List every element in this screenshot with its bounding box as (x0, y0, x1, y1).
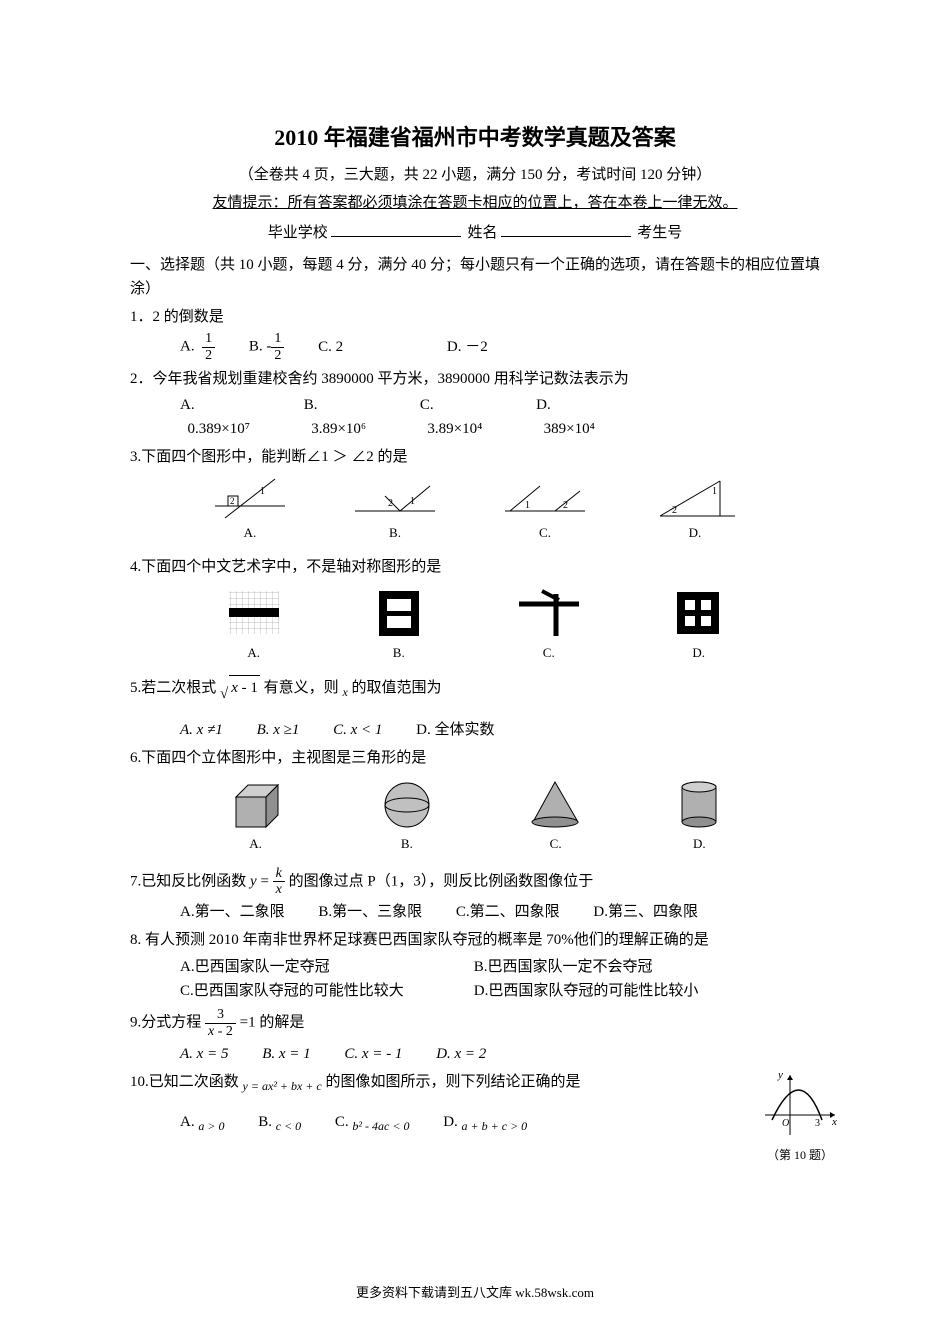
svg-text:O: O (782, 1118, 789, 1129)
q6-figures: A. B. C. D. (130, 772, 820, 860)
name-label: 姓名 (467, 225, 497, 241)
q8-d: D.巴西国家队夺冠的可能性比较小 (474, 979, 699, 1003)
q10-b: B. c < 0 (258, 1110, 301, 1136)
q4-figures: A. B. C. D. (130, 581, 820, 669)
hint-line: 友情提示：所有答案都必须填涂在答题卡相应的位置上，答在本卷上一律无效。 (130, 191, 820, 215)
q8-text: 8. 有人预测 2010 年南非世界杯足球赛巴西国家队夺冠的概率是 70%他们的… (130, 928, 820, 952)
q9-text: 9.分式方程 3x - 2 =1 的解是 (130, 1007, 820, 1039)
q4-fig-b (371, 586, 426, 641)
student-info: 毕业学校 姓名 考生号 (130, 221, 820, 245)
q2-b: B. 3.89×10⁶ (304, 393, 366, 441)
q4-fig-a (224, 586, 284, 641)
q1-b: B. -12 (249, 331, 285, 363)
q10-options: A. a > 0 B. c < 0 C. b² - 4ac < 0 D. a +… (130, 1110, 820, 1136)
q8-c: C.巴西国家队夺冠的可能性比较大 (180, 979, 440, 1003)
name-blank (501, 236, 631, 237)
q6-fig-d (674, 777, 724, 832)
q1-c: C. 2 (318, 335, 343, 359)
q6-fig-a (226, 777, 286, 832)
school-label: 毕业学校 (268, 225, 328, 241)
q7-d: D.第三、四象限 (593, 900, 698, 924)
q9-c: C. x = - 1 (344, 1042, 402, 1066)
q2-options: A. 0.389×10⁷ B. 3.89×10⁶ C. 3.89×10⁴ D. … (130, 393, 820, 441)
school-blank (331, 236, 461, 237)
q3-fig-a: 12 (210, 476, 290, 521)
q1-options: A. 12 B. -12 C. 2 D. －2 (130, 331, 820, 363)
q6-fig-c (528, 777, 583, 832)
q5-d: D. 全体实数 (416, 718, 494, 742)
q4-fig-d (671, 586, 726, 641)
q2-a: A. 0.389×10⁷ (180, 393, 250, 441)
svg-text:2: 2 (672, 505, 677, 516)
q10-text: 10.已知二次函数 y = ax² + bx + c 的图像如图所示，则下列结论… (130, 1070, 820, 1096)
svg-text:3: 3 (815, 1118, 820, 1129)
svg-text:1: 1 (712, 486, 717, 497)
page-title: 2010 年福建省福州市中考数学真题及答案 (130, 120, 820, 155)
q3-text: 3.下面四个图形中，能判断∠1 ＞ ∠2 的是 (130, 445, 820, 469)
q3-fig-b: 21 (350, 476, 440, 521)
q2-d: D. 389×10⁴ (536, 393, 595, 441)
svg-text:2: 2 (388, 498, 393, 509)
q2-text: 2．今年我省规划重建校舍约 3890000 平方米，3890000 用科学记数法… (130, 367, 820, 391)
q7-options: A.第一、二象限 B.第一、三象限 C.第二、四象限 D.第三、四象限 (130, 900, 820, 925)
svg-text:y: y (777, 1070, 783, 1081)
q3-fig-c: 12 (500, 476, 590, 521)
q9-options: A. x = 5 B. x = 1 C. x = - 1 D. x = 2 (130, 1041, 820, 1066)
q1-d: D. －2 (447, 335, 488, 359)
q6-text: 6.下面四个立体图形中，主视图是三角形的是 (130, 746, 820, 770)
q10-d: D. a + b + c > 0 (443, 1110, 527, 1136)
section-1-header: 一、选择题（共 10 小题，每题 4 分，满分 40 分；每小题只有一个正确的选… (130, 253, 820, 301)
x-var: x (342, 685, 347, 699)
svg-text:1: 1 (525, 500, 530, 511)
svg-text:x: x (831, 1116, 837, 1128)
q5-options: A. x ≠1 B. x ≥1 C. x < 1 D. 全体实数 (130, 718, 820, 743)
q3-fig-d: 12 (650, 476, 740, 521)
q8-options: A.巴西国家队一定夺冠 B.巴西国家队一定不会夺冠 C.巴西国家队夺冠的可能性比… (130, 954, 820, 1003)
q8-a: A.巴西国家队一定夺冠 (180, 955, 440, 979)
q7-b: B.第一、三象限 (318, 900, 422, 924)
q9-d: D. x = 2 (436, 1042, 486, 1066)
q7-c: C.第二、四象限 (456, 900, 560, 924)
q7-a: A.第一、二象限 (180, 900, 285, 924)
q1-text: 1．2 的倒数是 (130, 305, 820, 329)
q9-a: A. x = 5 (180, 1042, 228, 1066)
q10-c: C. b² - 4ac < 0 (335, 1110, 410, 1136)
subtitle: （全卷共 4 页，三大题，共 22 小题，满分 150 分，考试时间 120 分… (130, 163, 820, 187)
q5-c: C. x < 1 (333, 718, 382, 742)
q5-b: B. x ≥1 (257, 718, 300, 742)
q1-a: A. 12 (180, 331, 215, 363)
q2-c: C. 3.89×10⁴ (420, 393, 482, 441)
q3-figures: 12A. 21B. 12C. 12D. (130, 471, 820, 549)
svg-text:1: 1 (260, 486, 265, 497)
q4-text: 4.下面四个中文艺术字中，不是轴对称图形的是 (130, 555, 820, 579)
q10-a: A. a > 0 (180, 1110, 224, 1136)
svg-text:1: 1 (410, 496, 415, 507)
q7-text: 7.已知反比例函数 y = kx 的图像过点 P（1，3），则反比例函数图像位于 (130, 866, 820, 898)
svg-text:2: 2 (230, 496, 235, 506)
q8-b: B.巴西国家队一定不会夺冠 (474, 955, 653, 979)
q4-fig-c (514, 586, 584, 641)
svg-text:2: 2 (563, 500, 568, 511)
q6-fig-b (377, 777, 437, 832)
q5-text: 5.若二次根式 √x - 1 有意义，则 x 的取值范围为 (130, 675, 820, 706)
q9-b: B. x = 1 (262, 1042, 310, 1066)
q10-figure: x y O 3 （第 10 题） (760, 1070, 840, 1165)
page-footer: 更多资料下载请到五八文库 wk.58wsk.com (0, 1283, 950, 1304)
id-label: 考生号 (637, 225, 682, 241)
q5-a: A. x ≠1 (180, 718, 223, 742)
